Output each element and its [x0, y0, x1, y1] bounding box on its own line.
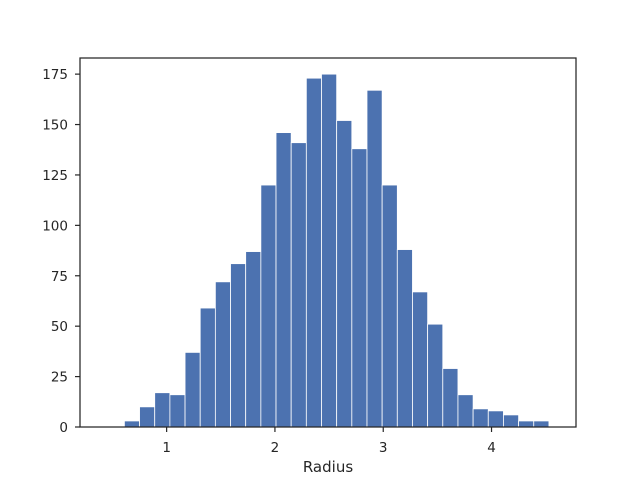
histogram-bar — [154, 392, 171, 428]
y-tick-label: 175 — [42, 67, 68, 83]
x-tick-label: 3 — [379, 440, 388, 456]
y-axis-ticks: 0 25 50 75 100 125 150 175 — [42, 67, 80, 436]
histogram-bar — [442, 368, 459, 428]
histogram-bar — [199, 307, 216, 428]
y-tick-label: 100 — [42, 218, 68, 234]
histogram-bar — [260, 184, 277, 428]
histogram-bar — [290, 142, 307, 428]
histogram-bar — [124, 420, 140, 428]
y-tick-label: 0 — [59, 420, 68, 436]
y-tick-label: 50 — [51, 319, 68, 335]
histogram-bar — [336, 120, 353, 428]
y-tick-label: 75 — [51, 269, 68, 285]
histogram-bar — [381, 184, 398, 428]
histogram-bars — [124, 73, 550, 428]
histogram-bar — [275, 132, 292, 428]
histogram-bar — [321, 73, 338, 428]
histogram-bar — [472, 408, 489, 428]
histogram-bar — [487, 410, 504, 428]
histogram-bar — [412, 291, 429, 428]
histogram-bar — [457, 394, 474, 428]
x-axis-label: Radius — [303, 458, 353, 476]
y-tick-label: 150 — [42, 118, 68, 134]
x-tick-label: 2 — [271, 440, 280, 456]
histogram-bar — [396, 249, 413, 428]
histogram-bar — [503, 414, 520, 428]
histogram-bar — [214, 281, 231, 428]
histogram-bar — [305, 77, 322, 428]
x-axis-ticks: 1 2 3 4 — [162, 427, 496, 456]
histogram-bar — [230, 263, 247, 428]
histogram-bar — [139, 406, 156, 428]
x-tick-label: 1 — [162, 440, 171, 456]
histogram-bar — [245, 251, 262, 428]
histogram-bar — [351, 148, 368, 428]
histogram-bar — [169, 394, 186, 428]
histogram-bar — [533, 420, 550, 428]
histogram-bar — [427, 323, 444, 428]
y-tick-label: 25 — [51, 370, 68, 386]
plot-frame — [79, 57, 577, 428]
histogram-bar — [518, 420, 535, 428]
histogram-bar — [366, 89, 383, 428]
histogram-bar — [184, 351, 201, 428]
x-tick-label: 4 — [487, 440, 496, 456]
y-tick-label: 125 — [42, 168, 68, 184]
